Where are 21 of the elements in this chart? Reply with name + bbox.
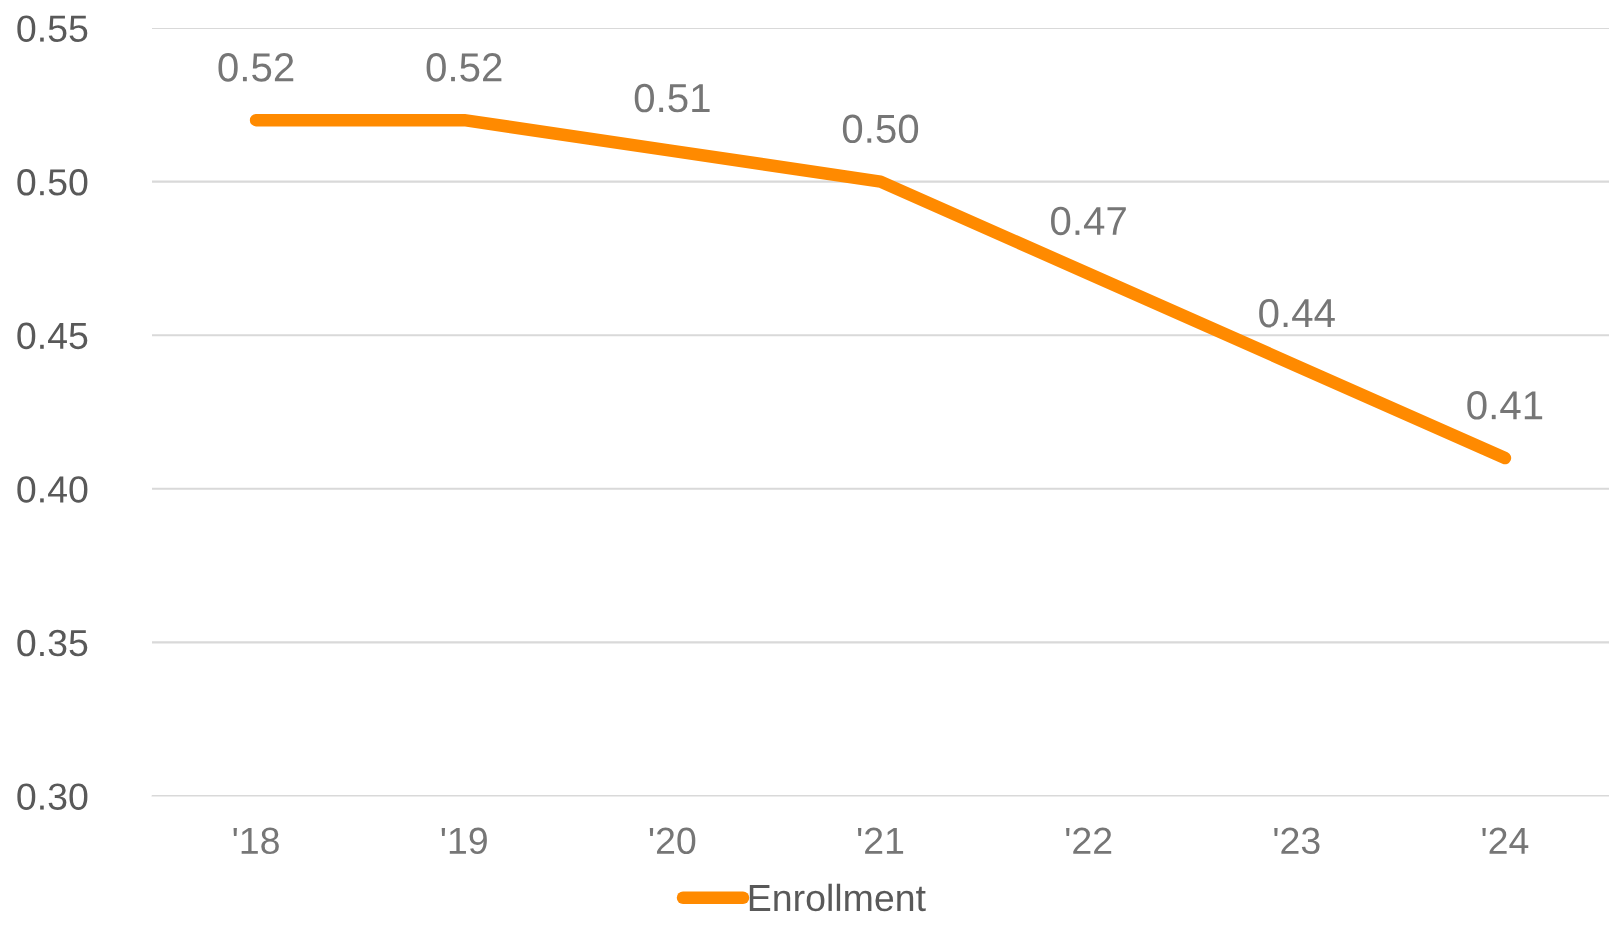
text: 0.40 <box>17 476 88 503</box>
x-tick-label: '22 <box>1066 827 1112 854</box>
data-label: 0.47 <box>1051 206 1126 236</box>
text: 0.55 <box>17 15 88 42</box>
text: 0.45 <box>17 322 88 350</box>
data-label: 0.52 <box>218 53 294 82</box>
data-label: 0.52 <box>426 53 502 82</box>
x-tick-label: '23 <box>1274 827 1320 855</box>
text: 0.35 <box>17 629 88 657</box>
data-label: 0.41 <box>1467 391 1543 420</box>
x-tick-label: '18 <box>233 827 279 855</box>
x-tick-label: '19 <box>441 827 487 855</box>
text: 0.50 <box>17 169 88 196</box>
data-label: 0.44 <box>1259 298 1335 328</box>
text: 0.30 <box>17 783 88 810</box>
data-label: 0.50 <box>842 114 919 144</box>
data-label: 0.51 <box>634 83 710 113</box>
x-tick-label: '21 <box>857 827 904 854</box>
x-tick-label: '24 <box>1482 827 1529 854</box>
x-tick-label: '20 <box>649 827 696 855</box>
legend-label: Enrollment <box>749 883 926 912</box>
